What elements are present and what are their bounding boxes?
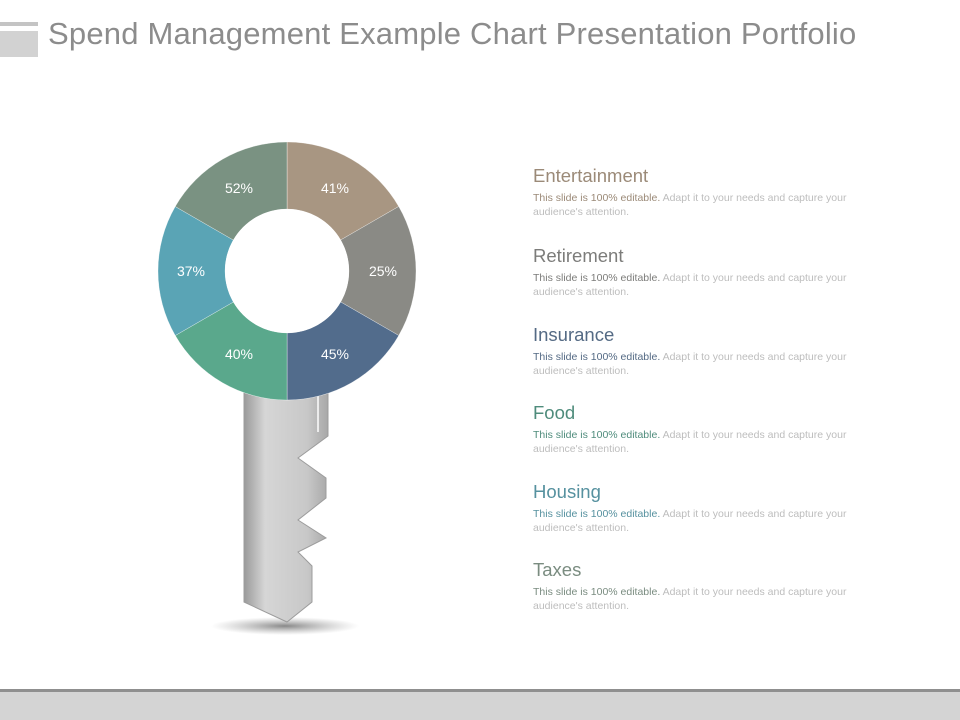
category-description: This slide is 100% editable. Adapt it to… (533, 585, 893, 613)
donut-segment-shade-taxes (175, 142, 287, 240)
category-housing: Housing This slide is 100% editable. Adap… (533, 481, 893, 535)
category-title: Taxes (533, 559, 582, 580)
category-description: This slide is 100% editable. Adapt it to… (533, 428, 893, 456)
category-retirement: Retirement This slide is 100% editable. A… (533, 245, 893, 299)
description-rest: Adapt it to your needs and capture your … (533, 351, 847, 377)
category-title: Insurance (533, 324, 615, 345)
description-rest: Adapt it to your needs and capture your … (533, 272, 847, 298)
title-marker-bar-block (0, 31, 38, 57)
description-highlight: This slide is 100% editable. (533, 429, 661, 441)
category-insurance: Insurance This slide is 100% editable. Ad… (533, 324, 893, 378)
donut-segment-shade-entertainment (287, 142, 399, 240)
category-description: This slide is 100% editable. Adapt it to… (533, 350, 893, 378)
donut-segment-shade-food (175, 302, 287, 400)
donut-hole (225, 209, 349, 333)
page-title: Spend Management Example Chart Presentat… (48, 16, 857, 51)
description-rest: Adapt it to your needs and capture your … (533, 508, 847, 534)
category-description: This slide is 100% editable. Adapt it to… (533, 271, 893, 299)
description-highlight: This slide is 100% editable. (533, 192, 661, 204)
description-highlight: This slide is 100% editable. (533, 272, 661, 284)
donut-label-taxes: 52% (225, 180, 253, 196)
title-marker (0, 22, 38, 57)
donut: 41% 25% 45% 40% 37% 52% (157, 141, 417, 401)
description-rest: Adapt it to your needs and capture your … (533, 192, 847, 218)
title-marker-bar-top (0, 22, 38, 26)
donut-segment-shade-housing (158, 206, 234, 336)
donut-label-entertainment: 41% (321, 180, 349, 196)
category-title: Housing (533, 481, 601, 502)
donut-label-retirement: 25% (369, 263, 397, 279)
description-highlight: This slide is 100% editable. (533, 508, 661, 520)
donut-label-food: 40% (225, 346, 253, 362)
key-blade (243, 387, 329, 623)
description-highlight: This slide is 100% editable. (533, 351, 661, 363)
category-entertainment: Entertainment This slide is 100% editable… (533, 165, 893, 219)
donut-label-insurance: 45% (321, 346, 349, 362)
footer-line (0, 689, 960, 692)
description-rest: Adapt it to your needs and capture your … (533, 429, 847, 455)
donut-segment-shade-insurance (287, 302, 399, 400)
footer-bar (0, 692, 960, 720)
category-description: This slide is 100% editable. Adapt it to… (533, 507, 893, 535)
donut-label-housing: 37% (177, 263, 205, 279)
category-taxes: Taxes This slide is 100% editable. Adapt … (533, 559, 893, 613)
description-highlight: This slide is 100% editable. (533, 586, 661, 598)
category-title: Entertainment (533, 165, 649, 186)
category-title: Food (533, 402, 576, 423)
category-description: This slide is 100% editable. Adapt it to… (533, 191, 893, 219)
category-food: Food This slide is 100% editable. Adapt i… (533, 402, 893, 456)
description-rest: Adapt it to your needs and capture your … (533, 586, 847, 612)
category-title: Retirement (533, 245, 624, 266)
donut-segment-shade-retirement (340, 206, 416, 336)
key-shadow (211, 617, 359, 635)
